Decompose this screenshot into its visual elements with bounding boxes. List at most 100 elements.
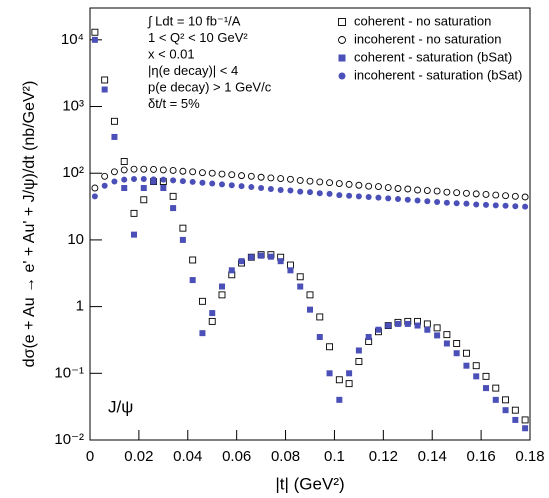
marker [385,322,392,329]
marker [277,187,284,194]
marker [179,236,186,243]
marker [228,267,235,274]
legend-marker [338,54,346,62]
marker [404,185,412,193]
marker [316,313,324,321]
marker [355,181,363,189]
y-tick-label: 10⁻¹ [54,364,84,381]
marker [258,252,265,259]
marker [385,195,392,202]
marker [277,258,284,265]
y-tick-label: 1 [76,298,84,315]
x-tick-label: 0.08 [271,448,300,465]
marker [404,196,411,203]
marker [473,373,480,380]
marker [384,184,392,191]
marker [483,201,489,208]
y-tick-label: 10 [67,231,84,248]
marker [91,193,98,200]
x-tick-label: 0.04 [173,448,202,465]
marker [316,178,324,186]
x-tick-label: 0 [86,448,94,465]
marker [228,171,236,179]
marker [492,202,499,209]
marker [502,192,510,200]
marker [307,189,313,196]
x-tick-label: 0.16 [467,448,496,465]
marker [306,291,314,299]
marker [512,416,519,423]
y-tick-label: 10³ [62,97,84,114]
legend-marker [338,36,346,44]
marker [189,256,197,264]
marker [101,182,108,189]
marker [473,201,480,208]
marker [257,173,265,181]
marker [326,190,333,197]
marker [199,179,206,186]
marker [209,180,216,187]
marker [511,192,519,200]
marker [219,181,225,188]
marker [443,331,451,339]
marker [179,178,186,185]
marker [238,183,245,190]
y-tick-label: 10² [62,164,84,181]
marker [121,185,128,192]
marker [404,320,411,327]
marker [218,170,226,178]
marker [120,158,128,165]
x-tick-label: 0.02 [124,448,153,465]
x-tick-label: 0.12 [369,448,398,465]
marker [219,283,225,290]
marker [443,199,450,206]
marker [346,192,353,199]
marker [91,36,98,43]
marker [433,187,441,195]
marker [502,202,509,209]
marker [189,168,197,176]
marker [336,396,343,403]
marker [130,209,138,217]
marker [228,182,235,189]
marker [140,165,148,173]
marker [159,166,167,174]
annotation: |η(e decay)| < 4 [148,63,238,78]
marker [326,343,334,351]
particle-label: J/ψ [108,397,133,416]
marker [267,253,274,260]
legend-label: coherent - saturation (bSat) [354,49,512,64]
marker [101,76,109,84]
marker [110,168,118,176]
marker [150,165,158,173]
marker [170,205,177,212]
marker [247,172,255,180]
marker [453,340,461,347]
annotation: 1 < Q² < 10 GeV² [148,30,248,45]
marker [375,194,382,201]
legend-marker [338,72,346,80]
marker [248,254,255,261]
marker [111,133,118,140]
annotation: ∫ Ldt = 10 fb⁻¹/A [147,13,241,28]
marker [482,191,490,198]
marker [297,188,304,195]
marker [395,320,401,327]
marker [286,175,294,183]
legend-label: incoherent - saturation (bSat) [354,67,522,82]
marker [434,199,441,206]
marker [374,183,382,191]
marker [365,182,373,190]
marker [434,332,441,339]
x-tick-label: 0.18 [515,448,544,465]
marker [287,267,294,274]
marker [335,180,343,187]
marker [110,117,118,125]
marker [267,185,274,192]
y-tick-label: 10⁴ [61,31,84,48]
marker [453,200,460,207]
marker [267,174,275,182]
marker [238,258,245,265]
legend-label: coherent - no saturation [354,13,491,28]
